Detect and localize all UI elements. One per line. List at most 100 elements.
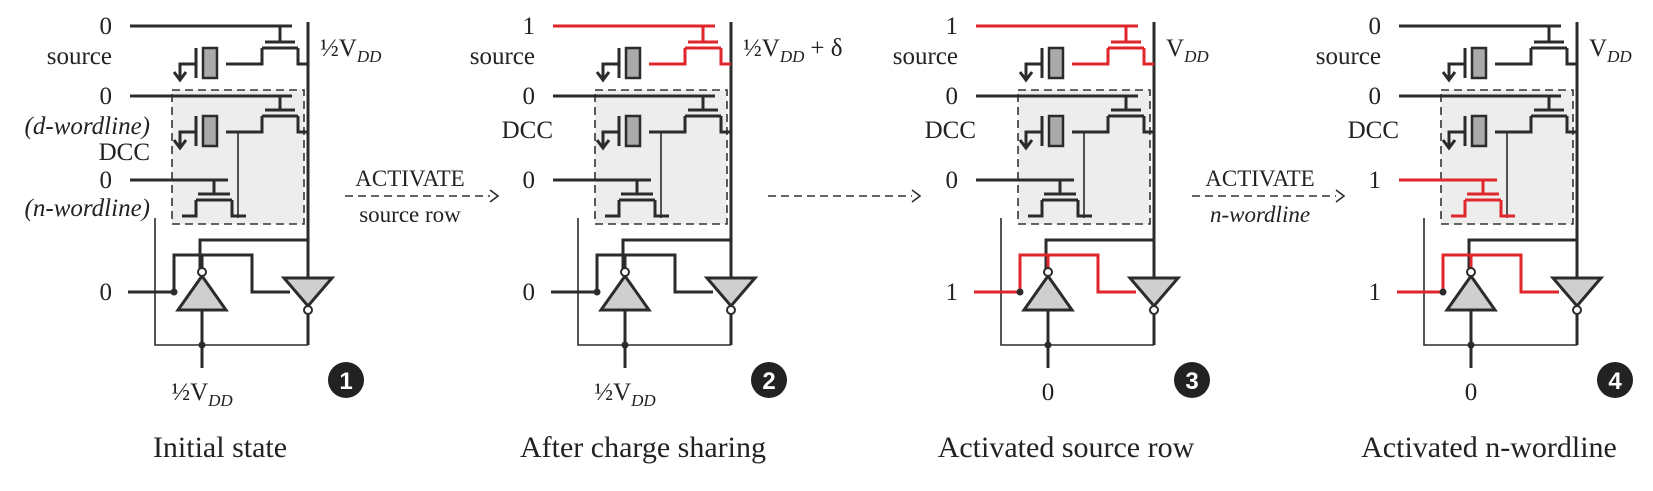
dcc-label: DCC xyxy=(925,117,976,144)
state-caption: Activated source row xyxy=(938,431,1195,464)
amp-left-link xyxy=(128,253,204,294)
upper-link xyxy=(621,238,731,270)
feedback-loop xyxy=(154,290,308,346)
source-capacitor xyxy=(1470,46,1488,80)
upper-link xyxy=(198,238,308,270)
n-wordline-value: 0 xyxy=(946,167,959,194)
transition-1: ACTIVATE source row xyxy=(345,166,500,227)
amp-right-bubble xyxy=(1149,305,1159,315)
junction-dot xyxy=(1016,288,1024,296)
n-channel xyxy=(1028,200,1092,218)
bitline-voltage-main: V xyxy=(1166,35,1184,62)
step-badge-number: 3 xyxy=(1185,368,1198,395)
bitline-voltage: ½VDD + δ xyxy=(743,35,843,66)
step-badge xyxy=(751,362,787,398)
sense-amp-right xyxy=(280,276,336,309)
bottom-voltage-sub: DD xyxy=(630,391,656,410)
panel-1: 0source0(d-wordline)DCC0(n-wordline)0½VD… xyxy=(25,13,383,464)
dcc-capacitor xyxy=(1470,114,1488,148)
bitline-voltage: VDD xyxy=(1589,35,1632,66)
bitline-voltage: ½VDD xyxy=(320,35,382,66)
transition-3: ACTIVATE n-wordline xyxy=(1192,166,1346,227)
source-ground xyxy=(1441,48,1467,83)
bottom-voltage: 0 xyxy=(1465,379,1478,406)
n-channel xyxy=(605,200,669,218)
upper-link xyxy=(1467,238,1577,270)
sense-amp-right xyxy=(1126,276,1182,309)
state-caption: After charge sharing xyxy=(520,431,766,464)
dcc-ground xyxy=(1018,116,1044,151)
dcc-ground xyxy=(1441,116,1467,151)
amp-left-link xyxy=(1397,253,1473,294)
amp-left-link xyxy=(974,253,1050,294)
amp-left-bubble xyxy=(1466,267,1476,277)
step-badge xyxy=(328,362,364,398)
bitline-voltage: VDD xyxy=(1166,35,1209,66)
feedback-loop xyxy=(1423,290,1577,346)
d-wordline-label: (d-wordline) xyxy=(25,113,150,140)
bottom-voltage: ½VDD xyxy=(171,379,233,410)
feedback-loop xyxy=(1000,290,1154,346)
amp-right-link xyxy=(625,253,713,294)
transition-1-bottom: source row xyxy=(359,202,461,227)
junction-dot xyxy=(621,341,629,349)
transition-2-arrowhead xyxy=(911,189,922,203)
source-value: 1 xyxy=(946,13,959,40)
source-capacitor xyxy=(624,46,642,80)
dcc-capacitor xyxy=(624,114,642,148)
bitline-voltage-sub: DD xyxy=(356,47,382,66)
source-channel xyxy=(1072,48,1154,66)
source-capacitor xyxy=(201,46,219,80)
dcc-ground xyxy=(172,116,198,151)
amp-right-link xyxy=(1048,253,1136,294)
junction-dot xyxy=(198,341,206,349)
source-value: 0 xyxy=(1369,13,1382,40)
amp-right-link xyxy=(1471,253,1559,294)
sense-amp-left xyxy=(175,273,229,312)
bottom-voltage: 0 xyxy=(1042,379,1055,406)
bottom-voltage-sub: DD xyxy=(207,391,233,410)
sense-amp-right xyxy=(1549,276,1605,309)
amp-right-bubble xyxy=(726,305,736,315)
step-badge-number: 4 xyxy=(1608,368,1622,395)
source-ground xyxy=(595,48,621,83)
n-wordline-value: 0 xyxy=(100,167,113,194)
junction-dot xyxy=(1044,341,1052,349)
state-caption: Activated n-wordline xyxy=(1361,431,1617,464)
bitline-voltage-sub: DD xyxy=(1606,47,1632,66)
bottom-voltage-main: 0 xyxy=(1042,379,1055,406)
step-badge xyxy=(1174,362,1210,398)
amp-input-value: 0 xyxy=(523,279,536,306)
d-wordline-value: 0 xyxy=(100,83,113,110)
amp-left-bubble xyxy=(620,267,630,277)
amp-input-value: 0 xyxy=(100,279,113,306)
bitline-voltage-sub: DD xyxy=(1183,47,1209,66)
source-value: 1 xyxy=(523,13,536,40)
source-channel xyxy=(226,48,308,66)
junction-dot xyxy=(170,288,178,296)
bottom-voltage: ½VDD xyxy=(594,379,656,410)
source-channel xyxy=(1495,48,1577,66)
bottom-voltage-main: ½V xyxy=(171,379,208,406)
junction-dot xyxy=(1467,341,1475,349)
transition-3-arrowhead xyxy=(1335,189,1346,203)
source-label: source xyxy=(893,43,958,70)
bottom-voltage-main: ½V xyxy=(594,379,631,406)
amp-input-value: 1 xyxy=(1369,279,1382,306)
sense-amp-left xyxy=(1444,273,1498,312)
sense-amp-left xyxy=(1021,273,1075,312)
panel-4: 0 source 0 DCC 1 1 VDD 0 4 Activated n-wordline xyxy=(1316,13,1633,464)
amp-right-bubble xyxy=(1572,305,1582,315)
amp-left-bubble xyxy=(1043,267,1053,277)
n-wordline-value: 1 xyxy=(1369,167,1382,194)
dcc-label: DCC xyxy=(99,139,150,166)
sense-amp-right xyxy=(703,276,759,309)
dcc-ground xyxy=(595,116,621,151)
amp-right-link xyxy=(202,253,290,294)
bitline-voltage-suffix: + δ xyxy=(810,35,842,62)
dcc-label: DCC xyxy=(502,117,553,144)
junction-dot xyxy=(593,288,601,296)
state-caption: Initial state xyxy=(153,431,287,464)
